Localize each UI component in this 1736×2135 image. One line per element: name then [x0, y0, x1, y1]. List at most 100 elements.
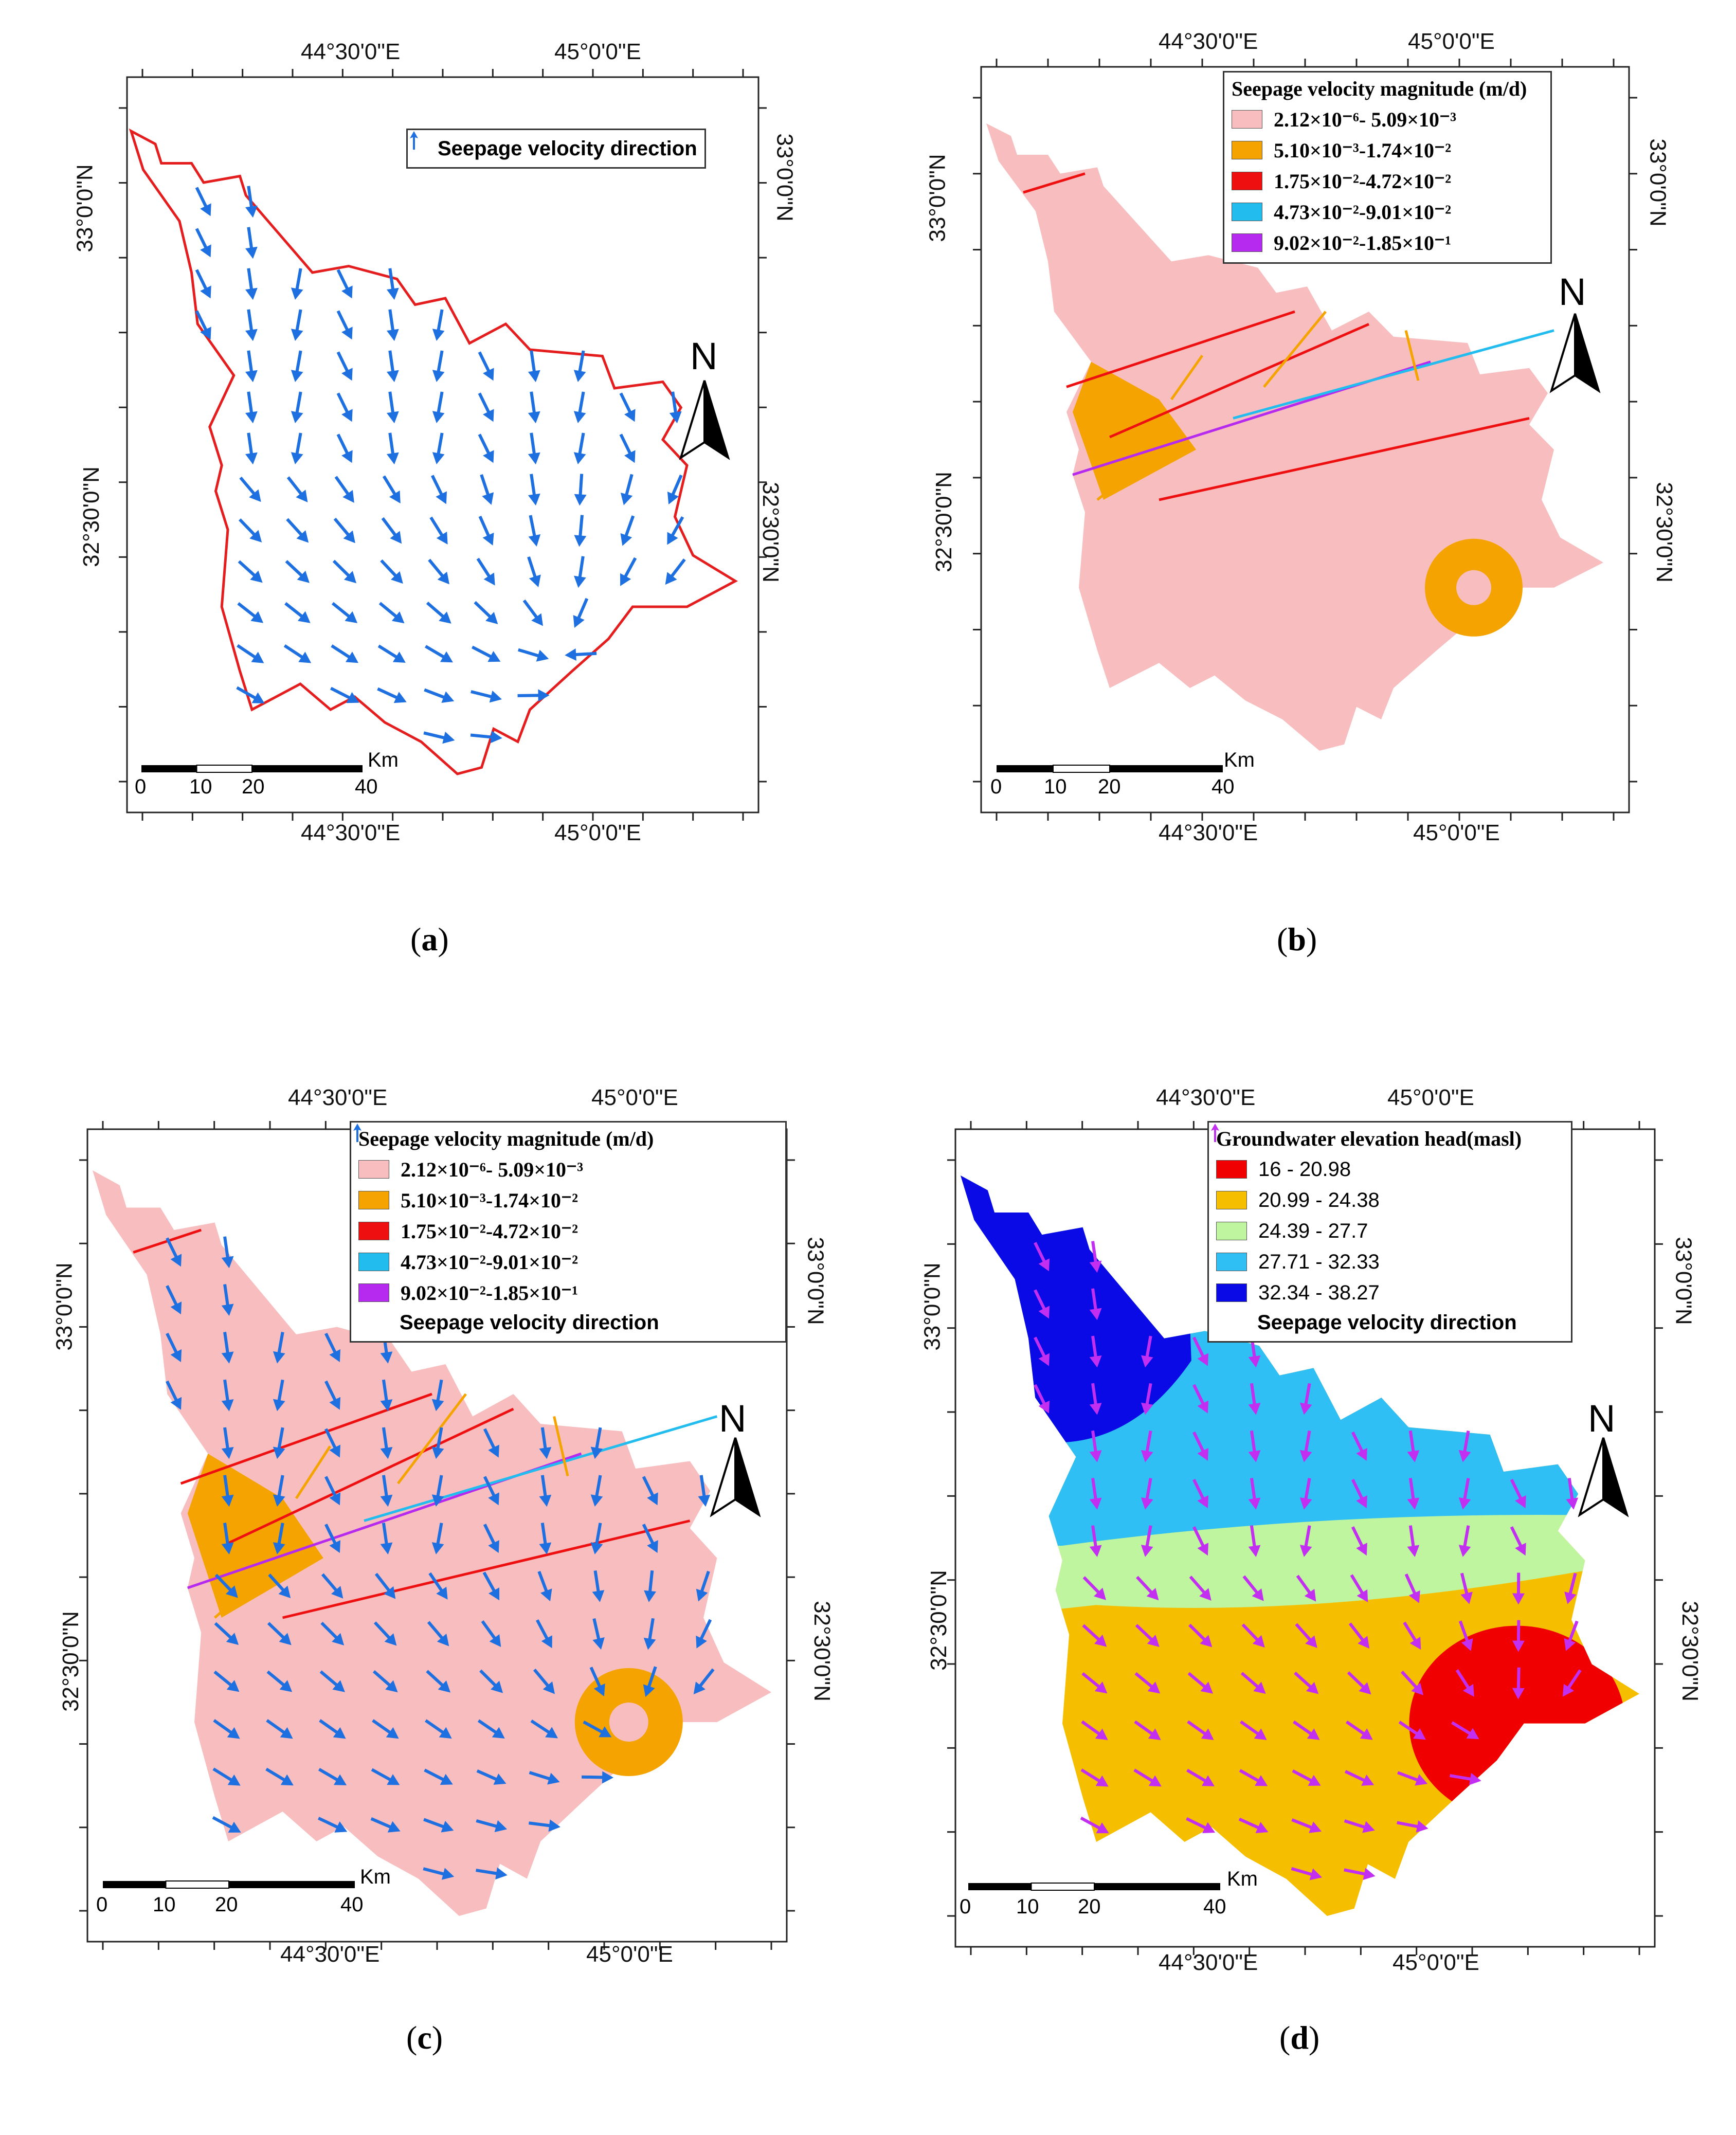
seepage-zone-well-core [609, 1703, 648, 1742]
lon-label-bottom-2: 45°0'0"E [586, 1942, 673, 1967]
flow-arrow [1192, 1431, 1209, 1461]
flow-arrow-head [1141, 1497, 1153, 1510]
flow-arrow [1089, 1430, 1102, 1462]
flow-arrow [1089, 1383, 1102, 1415]
flow-arrow [696, 1570, 710, 1602]
flow-arrow-head [647, 1492, 658, 1506]
flow-arrow [221, 1427, 234, 1459]
flow-arrow [428, 1572, 448, 1600]
flow-arrow [1292, 1769, 1321, 1786]
flow-arrow-head [548, 1819, 560, 1832]
flow-arrow-head [221, 1494, 234, 1507]
flow-arrow-head [536, 649, 549, 662]
flow-arrow [423, 1818, 454, 1833]
flow-arrow [592, 1618, 605, 1650]
map-frame-b [973, 59, 1637, 821]
flow-arrow-head [1148, 1728, 1161, 1740]
flow-arrow-head [1038, 1258, 1050, 1272]
flow-arrow [698, 1475, 711, 1507]
legend-direction-a: Seepage velocity direction [406, 129, 706, 169]
flow-arrow-head [249, 489, 261, 502]
flow-arrow-head [1148, 1775, 1162, 1787]
flow-arrow [590, 1523, 603, 1554]
flow-arrow [1080, 1816, 1109, 1834]
flow-arrow-head [280, 1774, 294, 1786]
flow-arrow [324, 1380, 341, 1410]
flow-arrow [642, 1476, 658, 1506]
flow-arrow [1351, 1479, 1367, 1509]
map-panel-b: 44°30'0"E 45°0'0"E 44°30'0"E 45°0'0"E 33… [868, 0, 1736, 1068]
flow-arrow-head [1089, 1450, 1102, 1462]
flow-arrow-head [1248, 1403, 1261, 1415]
flow-arrow-head [1307, 1728, 1320, 1740]
flow-arrow-head [485, 612, 498, 624]
flow-arrow [429, 516, 448, 545]
flow-arrow [693, 1668, 715, 1695]
flow-arrow-head [489, 691, 502, 703]
flow-arrow-head [280, 1727, 293, 1739]
legend-class-label: 4.73×10⁻²-9.01×10⁻² [1274, 200, 1452, 224]
flow-arrow [619, 392, 636, 422]
flow-arrow-head [573, 615, 585, 628]
flow-arrow-head [441, 691, 455, 703]
lat-label-right-2: 32°30'0"N [809, 1601, 835, 1702]
legend-class-4: 27.71 - 32.33 [1216, 1246, 1564, 1277]
flow-arrow-head [439, 1727, 452, 1739]
flow-arrow-head [334, 1821, 348, 1833]
flow-arrow-head [1306, 1681, 1319, 1694]
legend-class-1: 2.12×10⁻⁶- 5.09×10⁻³ [358, 1154, 778, 1185]
flow-arrow [331, 602, 358, 623]
flow-arrow [1081, 1672, 1108, 1694]
flow-arrow-head [432, 411, 445, 424]
lat-label-right-2: 32°30'0"N [1651, 482, 1677, 583]
flow-arrow [318, 1817, 348, 1833]
flow-arrow [318, 1768, 347, 1785]
flow-arrow-head [1415, 1774, 1428, 1786]
flow-arrow-head [226, 1680, 240, 1692]
flow-arrow-head [1254, 1728, 1267, 1740]
legend-swatch [358, 1160, 389, 1179]
scale-tick-20: 20 [1078, 1895, 1101, 1918]
flow-arrow-head [389, 490, 401, 503]
flow-arrow-head [1147, 1681, 1161, 1694]
flow-arrow-head [1460, 1591, 1473, 1604]
flow-arrow-head [592, 1637, 605, 1650]
legend-class-3: 1.75×10⁻²-4.72×10⁻² [1232, 166, 1543, 196]
flow-arrow [478, 515, 494, 546]
flow-arrow [371, 1768, 400, 1785]
flow-arrow [527, 556, 541, 587]
flow-arrow-head [329, 1444, 341, 1458]
flow-arrow [1192, 1526, 1209, 1556]
flow-arrow-head [1197, 1495, 1209, 1509]
flow-arrow [432, 391, 445, 424]
flow-arrow-head [227, 1727, 240, 1739]
legend-swatch [1216, 1160, 1247, 1179]
scale-tick-0: 0 [990, 775, 1002, 798]
north-arrow-icon [703, 380, 730, 460]
north-arrow-icon [710, 1437, 736, 1517]
flow-arrow-head [1255, 1822, 1269, 1833]
flow-arrow-head [431, 1542, 444, 1554]
flow-arrow-head [1356, 1495, 1367, 1509]
legend-swatch [1232, 141, 1262, 159]
flow-arrow [483, 1428, 499, 1458]
flow-arrow [1295, 1623, 1317, 1648]
flow-arrow [425, 645, 453, 663]
flow-arrow-head [620, 573, 631, 586]
map-frame-a [119, 69, 767, 821]
flow-arrow [285, 560, 310, 583]
flow-arrow [425, 1719, 452, 1739]
flow-arrow-head [341, 450, 353, 463]
flow-arrow [319, 1719, 346, 1739]
flow-arrow-head [1252, 1635, 1265, 1648]
north-arrow-icon [1602, 1437, 1629, 1517]
flow-arrow [381, 517, 402, 544]
legend-velocity-c: Seepage velocity magnitude (m/d) 2.12×10… [350, 1121, 787, 1343]
flow-arrow [1141, 1335, 1153, 1368]
flow-arrow [214, 1622, 239, 1645]
lat-label-left-2: 32°30'0"N [926, 1570, 951, 1671]
caption-a: (a) [410, 921, 449, 957]
flow-arrow [221, 1379, 234, 1412]
scale-bar-segment [252, 765, 363, 772]
legend-class-3: 24.39 - 27.7 [1216, 1216, 1564, 1246]
